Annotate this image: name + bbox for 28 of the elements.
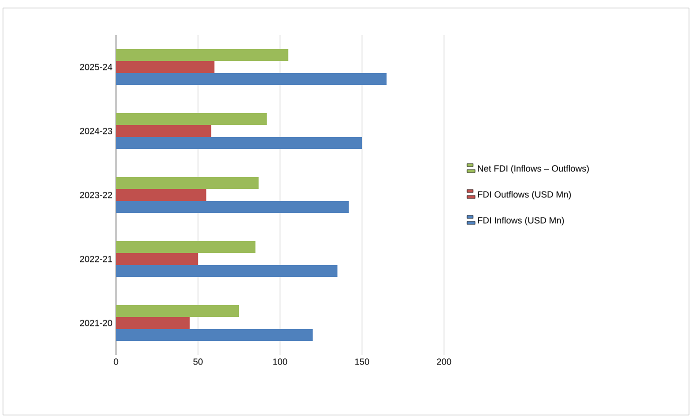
- y-tick-label: 2021-20: [80, 320, 112, 326]
- bar: [116, 305, 240, 317]
- bar: [116, 189, 206, 201]
- bar: [116, 49, 288, 61]
- x-tick-label: 100: [273, 358, 288, 365]
- x-tick-label: 150: [355, 358, 370, 365]
- bar: [116, 177, 259, 189]
- legend-label: FDI Outflows (USD Mn): [478, 191, 571, 200]
- bar: [116, 73, 387, 85]
- x-tick-label: 0: [114, 358, 118, 365]
- bar: [116, 113, 267, 125]
- bar: [116, 329, 313, 341]
- bar: [116, 241, 256, 253]
- bar: [116, 265, 338, 277]
- legend-label: FDI Inflows (USD Mn): [478, 216, 564, 226]
- bar: [116, 61, 214, 73]
- x-tick-label: 200: [436, 358, 452, 365]
- bar: [116, 253, 198, 265]
- bar: [116, 201, 349, 213]
- y-tick-label: 2022-21: [80, 256, 112, 262]
- x-tick-label: 50: [193, 358, 203, 365]
- bar: [116, 137, 362, 149]
- bar: [116, 125, 212, 137]
- legend-label: Net FDI (Inflows – Outflows): [478, 165, 589, 174]
- y-tick-label: 2025-24: [80, 64, 112, 70]
- y-tick-label: 2024-23: [80, 128, 112, 134]
- bar: [116, 317, 190, 329]
- y-tick-label: 2023-22: [80, 192, 112, 198]
